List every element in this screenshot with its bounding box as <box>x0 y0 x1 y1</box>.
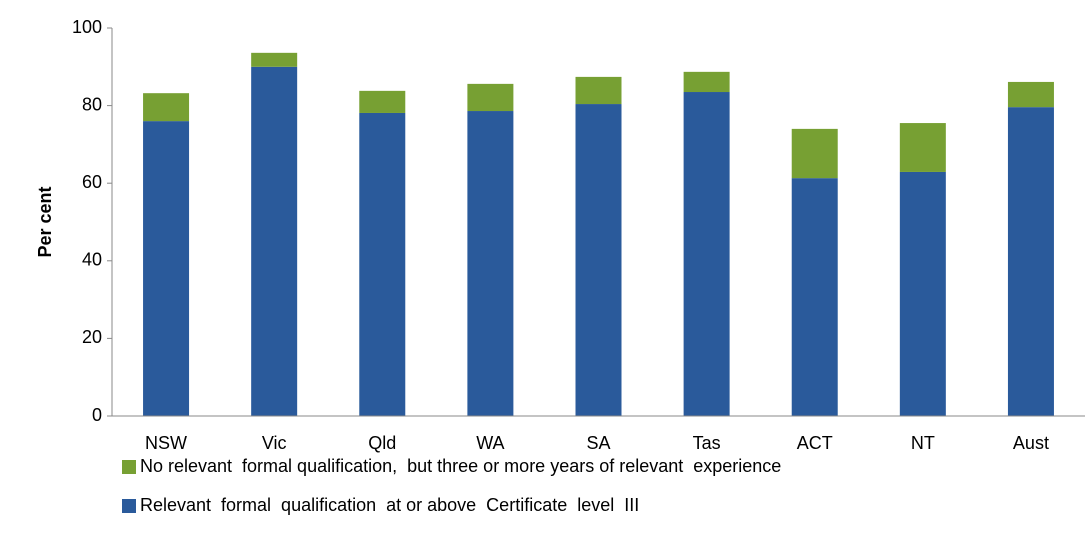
y-tick-label: 40 <box>82 250 102 270</box>
x-tick-label: Aust <box>1013 433 1049 453</box>
bar-segment <box>791 178 838 416</box>
bar-segment <box>575 76 622 105</box>
bar-segment <box>899 123 946 172</box>
x-tick-label: Tas <box>693 433 721 453</box>
bar-segment <box>467 83 514 112</box>
legend-label: No relevant formal qualification, but th… <box>140 456 781 476</box>
x-tick-label: ACT <box>797 433 833 453</box>
bar-segment <box>143 93 190 122</box>
bar-segment <box>683 92 730 417</box>
y-tick-label: 100 <box>72 17 102 37</box>
bar-segment <box>251 52 298 67</box>
x-tick-label: Qld <box>368 433 396 453</box>
bar-segment <box>1007 81 1054 108</box>
x-tick-label: NT <box>911 433 935 453</box>
x-tick-label: NSW <box>145 433 187 453</box>
bar-segment <box>467 111 514 417</box>
y-tick-label: 60 <box>82 172 102 192</box>
bar-segment <box>683 71 730 93</box>
legend-swatch <box>122 499 136 513</box>
bar-segment <box>251 66 298 417</box>
bar-segment <box>791 128 838 179</box>
legend-label: Relevant formal qualification at or abov… <box>140 495 639 515</box>
x-tick-label: Vic <box>262 433 287 453</box>
bar-segment <box>359 112 406 417</box>
y-tick-label: 80 <box>82 94 102 114</box>
x-tick-label: WA <box>476 433 504 453</box>
bar-segment <box>899 171 946 416</box>
y-tick-label: 20 <box>82 327 102 347</box>
bar-segment <box>143 121 190 417</box>
bar-segment <box>575 104 622 416</box>
legend-swatch <box>122 460 136 474</box>
y-axis-label: Per cent <box>35 186 55 257</box>
x-tick-label: SA <box>586 433 610 453</box>
bar-segment <box>359 90 406 113</box>
bar-segment <box>1007 107 1054 416</box>
y-tick-label: 0 <box>92 405 102 425</box>
